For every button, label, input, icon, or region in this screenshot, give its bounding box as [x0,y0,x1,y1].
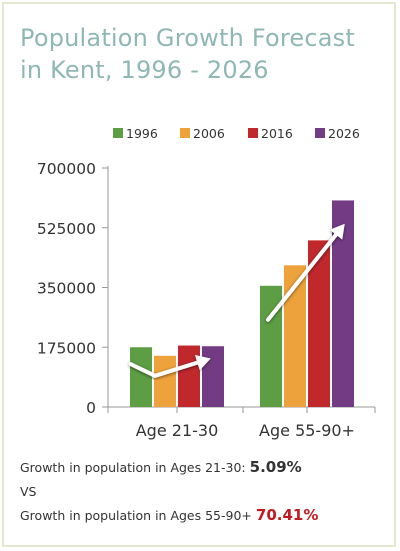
footer-line-1: Growth in population in Ages 21-30: 5.09… [20,458,302,476]
footer-line-2-text: Growth in population in Ages 55-90+ [20,508,252,523]
chart-card: Population Growth Forecast in Kent, 1996… [2,2,396,547]
trend-arrow-age-21-30 [129,354,211,378]
x-tick-label: Age 55-90+ [259,421,355,440]
bar-age-55-90--2006 [284,265,306,407]
footer-vs: VS [20,484,37,499]
bar-age-55-90--2016 [308,240,330,407]
bar-age-55-90--2026 [332,200,354,407]
legend-label-1996: 1996 [126,126,158,141]
y-tick-label: 700000 [37,160,96,178]
footer-line-2: Growth in population in Ages 55-90+ 70.4… [20,506,318,524]
bar-age-21-30-1996 [130,347,152,407]
legend-swatch-2006 [180,128,190,138]
legend-swatch-2016 [248,128,258,138]
footer-line-1-text: Growth in population in Ages 21-30: [20,460,246,475]
y-tick-label: 350000 [37,280,96,298]
x-tick-label: Age 21-30 [136,421,219,440]
bar-age-21-30-2026 [202,346,224,407]
legend-swatch-1996 [113,128,123,138]
legend-label-2026: 2026 [328,126,360,141]
bar-age-21-30-2006 [154,355,176,407]
chart-title-line-2: in Kent, 1996 - 2026 [20,56,269,84]
chart-title: Population Growth Forecast in Kent, 1996… [20,22,390,86]
trend-arrow-age-55-90 [266,223,345,322]
legend-label-2016: 2016 [261,126,293,141]
chart-title-line-1: Population Growth Forecast [20,24,355,52]
y-tick-label: 0 [86,399,96,417]
legend-swatch-2026 [315,128,325,138]
footer-line-2-value: 70.41% [255,506,319,524]
bar-age-21-30-2016 [178,345,200,407]
footer-vs-text: VS [20,484,37,499]
legend-label-2006: 2006 [193,126,225,141]
y-tick-label: 525000 [37,220,96,238]
footer-line-1-value: 5.09% [249,458,302,476]
y-tick-label: 175000 [37,339,96,357]
bar-age-55-90--1996 [260,285,282,407]
